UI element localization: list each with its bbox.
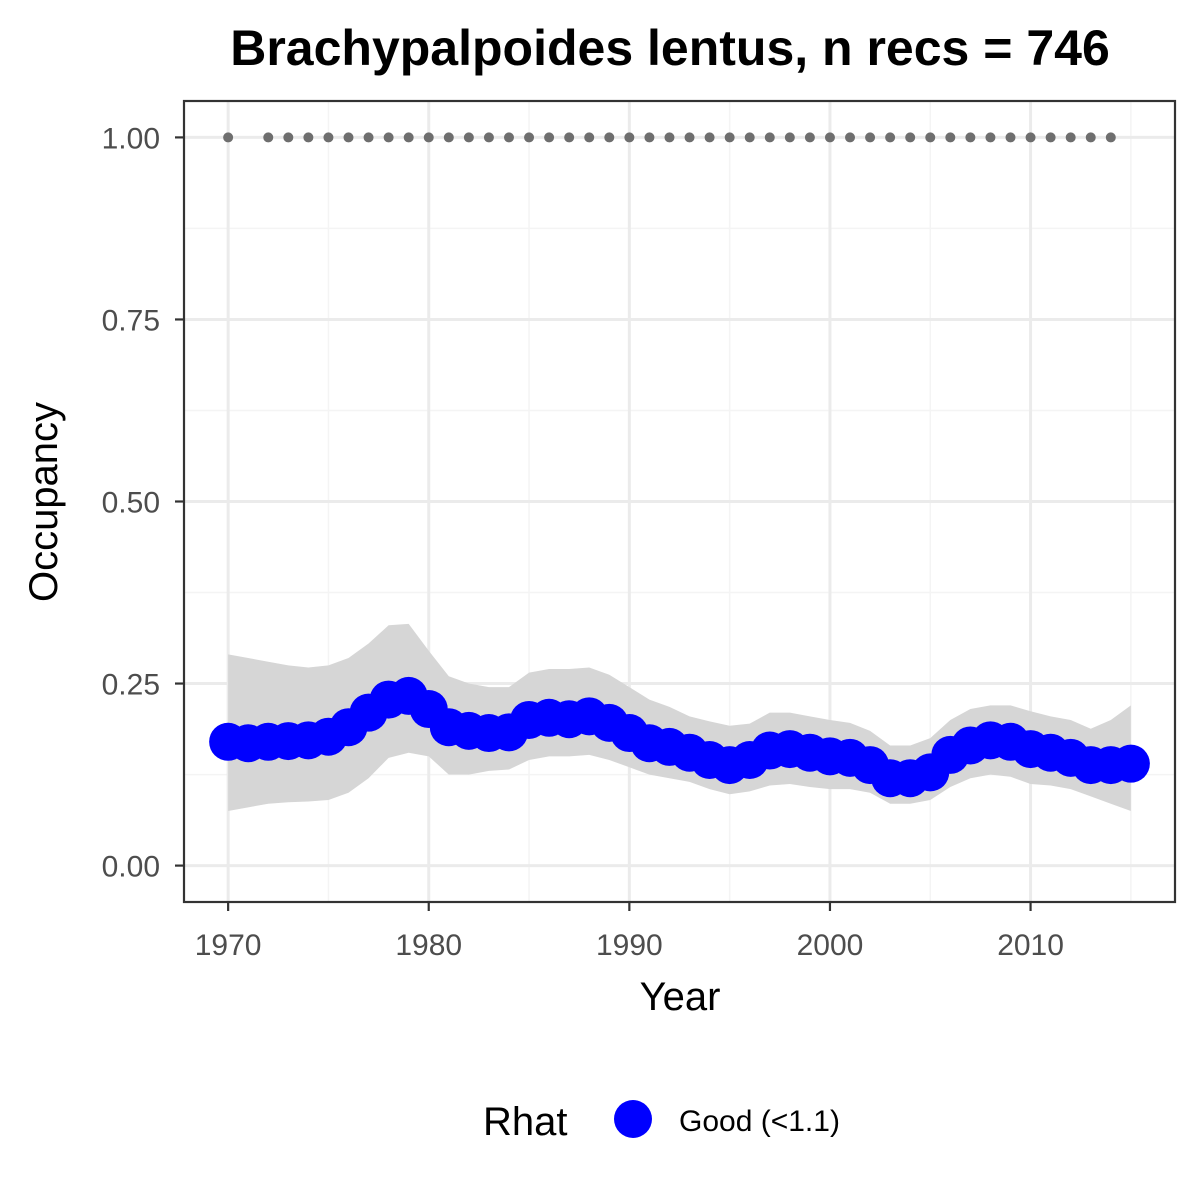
record-point — [343, 132, 354, 143]
x-axis-title: Year — [640, 975, 721, 1019]
record-point — [1085, 132, 1096, 143]
record-point — [403, 132, 414, 143]
record-point — [483, 132, 494, 143]
y-tick-label: 0.75 — [102, 304, 160, 337]
record-point — [223, 132, 234, 143]
record-point — [744, 132, 755, 143]
legend-key-good — [614, 1100, 652, 1138]
record-point — [303, 132, 314, 143]
record-point — [1065, 132, 1076, 143]
x-axis-ticks: 1970 1980 1990 2000 2010 — [195, 902, 1064, 962]
record-point — [1105, 132, 1116, 143]
record-point — [865, 132, 876, 143]
record-point — [1025, 132, 1036, 143]
record-point — [945, 132, 956, 143]
y-tick-label: 0.50 — [102, 487, 160, 520]
x-tick-label: 2010 — [997, 929, 1064, 962]
record-point — [764, 132, 775, 143]
record-point — [724, 132, 735, 143]
record-point — [845, 132, 856, 143]
record-point — [443, 132, 454, 143]
record-points — [223, 132, 1116, 143]
record-point — [784, 132, 795, 143]
record-point — [684, 132, 695, 143]
record-point — [323, 132, 334, 143]
record-point — [363, 132, 374, 143]
record-point — [965, 132, 976, 143]
record-point — [524, 132, 535, 143]
record-point — [644, 132, 655, 143]
record-point — [283, 132, 294, 143]
record-point — [423, 132, 434, 143]
record-point — [885, 132, 896, 143]
legend-title: Rhat — [483, 1100, 568, 1144]
x-tick-label: 2000 — [797, 929, 864, 962]
record-point — [1045, 132, 1056, 143]
record-point — [503, 132, 514, 143]
record-point — [985, 132, 996, 143]
occupancy-points — [209, 676, 1150, 798]
record-point — [925, 132, 936, 143]
chart-title: Brachypalpoides lentus, n recs = 746 — [230, 20, 1110, 76]
record-point — [383, 132, 394, 143]
record-point — [905, 132, 916, 143]
record-point — [584, 132, 595, 143]
x-tick-label: 1990 — [596, 929, 663, 962]
y-tick-label: 0.25 — [102, 669, 160, 702]
record-point — [624, 132, 635, 143]
legend-label-good: Good (<1.1) — [679, 1105, 840, 1138]
y-tick-label: 1.00 — [102, 122, 160, 155]
x-tick-label: 1970 — [195, 929, 262, 962]
record-point — [804, 132, 815, 143]
occupancy-point — [1111, 744, 1150, 783]
record-point — [604, 132, 615, 143]
record-point — [564, 132, 575, 143]
record-point — [544, 132, 555, 143]
legend: Rhat Good (<1.1) — [483, 1100, 840, 1144]
y-tick-label: 0.00 — [102, 851, 160, 884]
record-point — [263, 132, 274, 143]
y-axis-title: Occupancy — [22, 402, 66, 602]
record-point — [463, 132, 474, 143]
x-tick-label: 1980 — [395, 929, 462, 962]
record-point — [824, 132, 835, 143]
record-point — [1005, 132, 1016, 143]
record-point — [704, 132, 715, 143]
y-axis-ticks: 0.00 0.25 0.50 0.75 1.00 — [102, 122, 184, 884]
record-point — [664, 132, 675, 143]
